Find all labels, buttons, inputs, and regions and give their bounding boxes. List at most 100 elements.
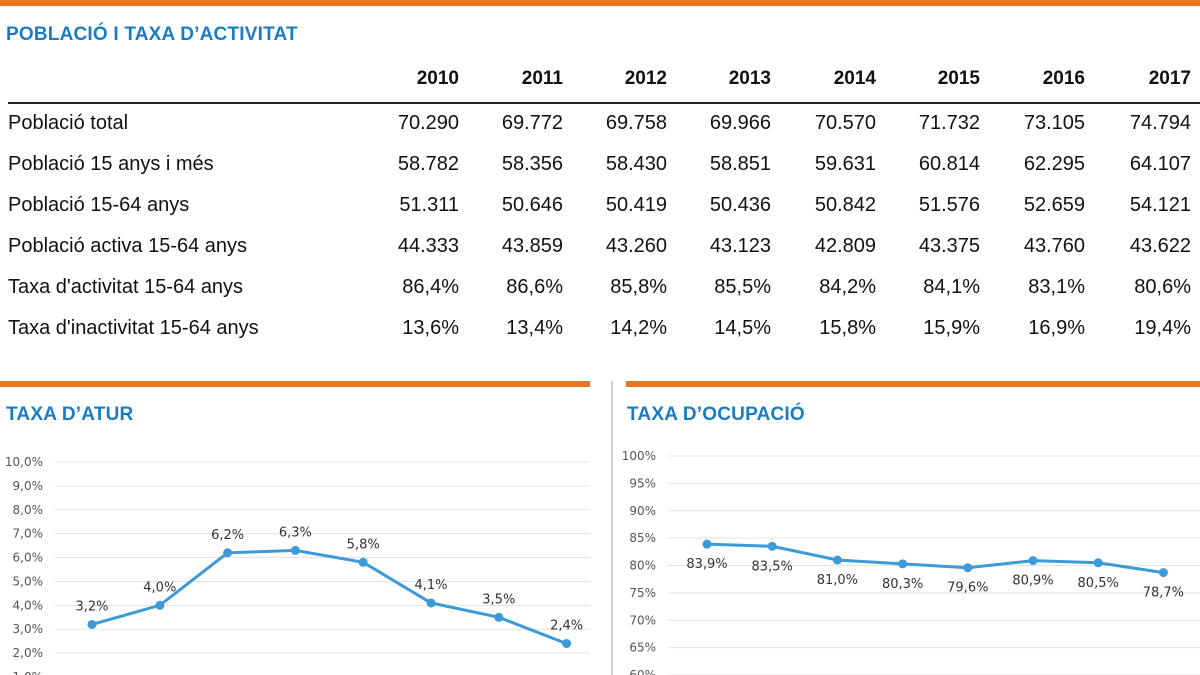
table-cell: 60.814: [918, 153, 980, 175]
row-label: Taxa d'inactivitat 15-64 anys: [8, 317, 259, 339]
table-cell: 59.631: [814, 153, 876, 175]
data-label: 2,4%: [550, 619, 583, 634]
y-tick-label: 1,0%: [13, 670, 44, 675]
data-point: [963, 563, 973, 573]
data-point: [155, 600, 165, 610]
table-cell: 69.758: [605, 112, 667, 134]
data-label: 83,5%: [752, 559, 793, 574]
chart-divider: [611, 381, 613, 675]
data-point: [702, 539, 712, 549]
row-label: Població 15-64 anys: [8, 194, 190, 216]
row-label: Població activa 15-64 anys: [8, 235, 248, 257]
y-tick-label: 60%: [629, 668, 656, 675]
table-cell: 70.570: [814, 112, 876, 134]
table-cell: 58.851: [709, 153, 771, 175]
year-header: 2016: [1042, 68, 1085, 89]
data-label: 83,9%: [686, 557, 727, 572]
data-label: 4,0%: [143, 580, 176, 595]
table-cell: 44.333: [397, 235, 459, 257]
y-tick-label: 10,0%: [5, 455, 43, 469]
table-cell: 52.659: [1023, 194, 1085, 216]
data-label: 4,1%: [414, 578, 447, 593]
table-row: Població 15 anys i més 58.782 58.356 58.430…: [8, 147, 1200, 187]
row-label: Població 15 anys i més: [8, 153, 214, 175]
data-label: 6,3%: [279, 525, 312, 540]
row-label: Taxa d'activitat 15-64 anys: [8, 276, 244, 298]
table-cell: 16,9%: [1028, 317, 1085, 339]
table-cell: 51.576: [918, 194, 980, 216]
table-cell: 14,2%: [610, 317, 667, 339]
year-header: 2013: [728, 68, 771, 89]
table-row: Taxa d'inactivitat 15-64 anys 13,6% 13,4% 1…: [8, 311, 1200, 351]
table-cell: 85,8%: [610, 276, 667, 298]
table-cell: 50.419: [605, 194, 667, 216]
year-header: 2010: [416, 68, 459, 89]
data-label: 80,9%: [1012, 574, 1053, 589]
unemployment-rate-chart: 1,0% 2,0% 3,0% 4,0% 5,0% 6,0% 7,0% 8,0% 9,0% 10,0…: [5, 455, 590, 675]
table-cell: 43.375: [918, 235, 980, 257]
y-tick-label: 95%: [629, 476, 656, 490]
top-accent-bar: [0, 0, 1200, 6]
table-row: Població total 70.290 69.772 69.758 69.966 70…: [8, 106, 1200, 146]
data-point: [290, 545, 300, 555]
table-cell: 14,5%: [714, 317, 771, 339]
data-label: 6,2%: [211, 528, 244, 543]
series-line: [706, 542, 1164, 575]
table-cell: 13,6%: [402, 317, 459, 339]
table-cell: 70.290: [397, 112, 459, 134]
y-tick-label: 100%: [622, 449, 656, 463]
data-label: 3,5%: [482, 592, 515, 607]
table-cell: 64.107: [1129, 153, 1191, 175]
data-label: 78,7%: [1143, 586, 1184, 601]
y-tick-label: 6,0%: [13, 551, 44, 565]
table-cell: 73.105: [1023, 112, 1085, 134]
year-header: 2017: [1148, 68, 1191, 89]
employment-rate-chart: 60% 65% 70% 75% 80% 85% 90% 95% 100% 83,9% 83,5% 81…: [622, 449, 1200, 675]
year-header: 2012: [624, 68, 667, 89]
y-tick-label: 2,0%: [13, 646, 44, 660]
table-cell: 62.295: [1023, 153, 1085, 175]
y-tick-label: 7,0%: [13, 527, 44, 541]
table-cell: 54.121: [1129, 194, 1191, 216]
table-cell: 58.430: [605, 153, 667, 175]
data-point: [832, 555, 842, 565]
data-point: [87, 619, 97, 629]
data-point: [1158, 568, 1168, 578]
y-tick-label: 65%: [629, 641, 656, 655]
table-cell: 80,6%: [1134, 276, 1191, 298]
table-cell: 84,2%: [819, 276, 876, 298]
table-cell: 86,4%: [402, 276, 459, 298]
data-point: [358, 557, 368, 567]
data-label: 3,2%: [75, 599, 108, 614]
y-tick-label: 9,0%: [13, 479, 44, 493]
data-label: 79,6%: [947, 581, 988, 596]
y-tick-label: 85%: [629, 531, 656, 545]
left-accent-bar: [0, 381, 590, 387]
table-row: Població 15-64 anys 51.311 50.646 50.419 50.…: [8, 188, 1200, 228]
employment-chart-title: TAXA D’OCUPACIÓ: [627, 404, 805, 425]
data-label: 80,5%: [1078, 576, 1119, 591]
y-tick-label: 90%: [629, 504, 656, 518]
data-point: [426, 598, 436, 608]
year-header: 2015: [937, 68, 980, 89]
year-header: 2011: [521, 68, 563, 89]
data-point: [562, 639, 572, 649]
table-cell: 51.311: [399, 194, 459, 216]
table-cell: 85,5%: [714, 276, 771, 298]
y-tick-label: 80%: [629, 559, 656, 573]
table-cell: 69.966: [709, 112, 771, 134]
table-title: POBLACIÓ I TAXA D’ACTIVITAT: [6, 24, 298, 45]
data-point: [1093, 558, 1103, 568]
table-cell: 43.260: [605, 235, 667, 257]
table-cell: 15,9%: [923, 317, 980, 339]
y-tick-label: 70%: [629, 613, 656, 627]
data-label: 81,0%: [817, 573, 858, 588]
data-point: [898, 559, 908, 569]
unemployment-chart-title: TAXA D’ATUR: [6, 404, 134, 425]
year-header: 2014: [833, 68, 876, 89]
table-row: Taxa d'activitat 15-64 anys 86,4% 86,6% 85,…: [8, 270, 1200, 310]
row-label: Població total: [8, 112, 129, 134]
table-cell: 83,1%: [1028, 276, 1085, 298]
table-cell: 50.646: [501, 194, 563, 216]
table-cell: 15,8%: [819, 317, 876, 339]
